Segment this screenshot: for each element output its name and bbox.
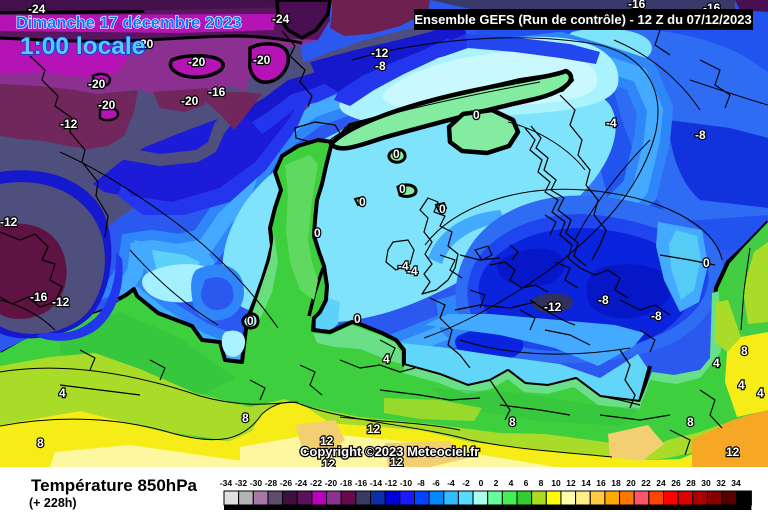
svg-text:-24: -24: [295, 478, 308, 488]
svg-text:Ensemble GEFS (Run de contrôl: Ensemble GEFS (Run de contrôle) - 12 Z d…: [414, 12, 751, 27]
svg-text:12: 12: [390, 455, 404, 469]
svg-text:-12: -12: [544, 300, 562, 314]
svg-text:-20: -20: [253, 53, 271, 67]
svg-text:8: 8: [509, 415, 516, 429]
svg-text:-24: -24: [272, 12, 290, 26]
svg-text:4: 4: [383, 352, 390, 366]
svg-text:4: 4: [757, 386, 764, 400]
svg-text:8: 8: [741, 344, 748, 358]
svg-text:-20: -20: [136, 37, 154, 51]
svg-text:0: 0: [473, 108, 480, 122]
svg-text:-8: -8: [417, 478, 425, 488]
svg-text:4: 4: [713, 356, 720, 370]
svg-text:Copyright ©2023 Meteociel.fr: Copyright ©2023 Meteociel.fr: [300, 444, 479, 459]
svg-text:Température 850hPa: Température 850hPa: [31, 476, 198, 495]
svg-text:-18: -18: [340, 478, 353, 488]
svg-text:12: 12: [566, 478, 576, 488]
svg-text:-8: -8: [375, 59, 386, 73]
svg-text:16: 16: [596, 478, 606, 488]
svg-text:20: 20: [626, 478, 636, 488]
svg-text:-16: -16: [355, 478, 368, 488]
svg-text:-12: -12: [385, 478, 398, 488]
svg-text:-20: -20: [181, 94, 199, 108]
svg-text:-16: -16: [208, 85, 226, 99]
svg-text:8: 8: [242, 411, 249, 425]
svg-text:8: 8: [37, 436, 44, 450]
svg-text:-8: -8: [651, 309, 662, 323]
svg-text:-12: -12: [371, 46, 389, 60]
svg-text:0: 0: [703, 256, 710, 270]
svg-text:0: 0: [439, 202, 446, 216]
svg-text:22: 22: [641, 478, 651, 488]
svg-text:-6: -6: [432, 478, 440, 488]
svg-text:24: 24: [656, 478, 666, 488]
svg-text:12: 12: [726, 445, 740, 459]
svg-text:12: 12: [320, 434, 334, 448]
svg-text:-34: -34: [220, 478, 233, 488]
svg-text:-12: -12: [60, 117, 78, 131]
svg-text:0: 0: [399, 182, 406, 196]
svg-text:2: 2: [494, 478, 499, 488]
svg-text:-20: -20: [325, 478, 338, 488]
svg-text:-14: -14: [370, 478, 383, 488]
svg-text:0: 0: [479, 478, 484, 488]
svg-text:6: 6: [524, 478, 529, 488]
svg-text:-20: -20: [188, 55, 206, 69]
svg-text:4: 4: [59, 386, 66, 400]
svg-text:0: 0: [314, 226, 321, 240]
svg-text:18: 18: [611, 478, 621, 488]
svg-text:-4: -4: [398, 259, 409, 273]
svg-text:14: 14: [581, 478, 591, 488]
svg-text:32: 32: [716, 478, 726, 488]
svg-text:4: 4: [738, 378, 745, 392]
svg-text:-26: -26: [280, 478, 293, 488]
svg-text:4: 4: [509, 478, 514, 488]
svg-text:-22: -22: [310, 478, 323, 488]
svg-text:-24: -24: [28, 2, 46, 16]
svg-text:-4: -4: [447, 478, 455, 488]
svg-text:-4: -4: [606, 116, 617, 130]
svg-text:8: 8: [687, 415, 694, 429]
svg-text:0: 0: [393, 147, 400, 161]
svg-text:-32: -32: [235, 478, 248, 488]
svg-text:-12: -12: [0, 215, 18, 229]
svg-text:10: 10: [551, 478, 561, 488]
svg-text:0: 0: [247, 314, 254, 328]
svg-text:26: 26: [671, 478, 681, 488]
svg-text:(+ 228h): (+ 228h): [29, 496, 77, 510]
svg-text:12: 12: [367, 422, 381, 436]
svg-text:-16: -16: [30, 290, 48, 304]
svg-text:8: 8: [539, 478, 544, 488]
svg-text:0: 0: [359, 195, 366, 209]
svg-text:30: 30: [701, 478, 711, 488]
svg-text:28: 28: [686, 478, 696, 488]
svg-text:-28: -28: [265, 478, 278, 488]
svg-text:-8: -8: [695, 128, 706, 142]
svg-text:-20: -20: [98, 98, 116, 112]
svg-text:-30: -30: [250, 478, 263, 488]
svg-text:1:00 locale: 1:00 locale: [20, 33, 145, 60]
svg-text:34: 34: [731, 478, 741, 488]
svg-text:0: 0: [354, 312, 361, 326]
svg-text:Dimanche 17 décembre 2023: Dimanche 17 décembre 2023: [16, 14, 242, 32]
svg-text:-2: -2: [462, 478, 470, 488]
svg-text:-8: -8: [598, 293, 609, 307]
svg-text:-12: -12: [52, 295, 70, 309]
svg-text:-10: -10: [400, 478, 413, 488]
svg-text:-4: -4: [407, 264, 418, 278]
svg-text:-20: -20: [88, 77, 106, 91]
